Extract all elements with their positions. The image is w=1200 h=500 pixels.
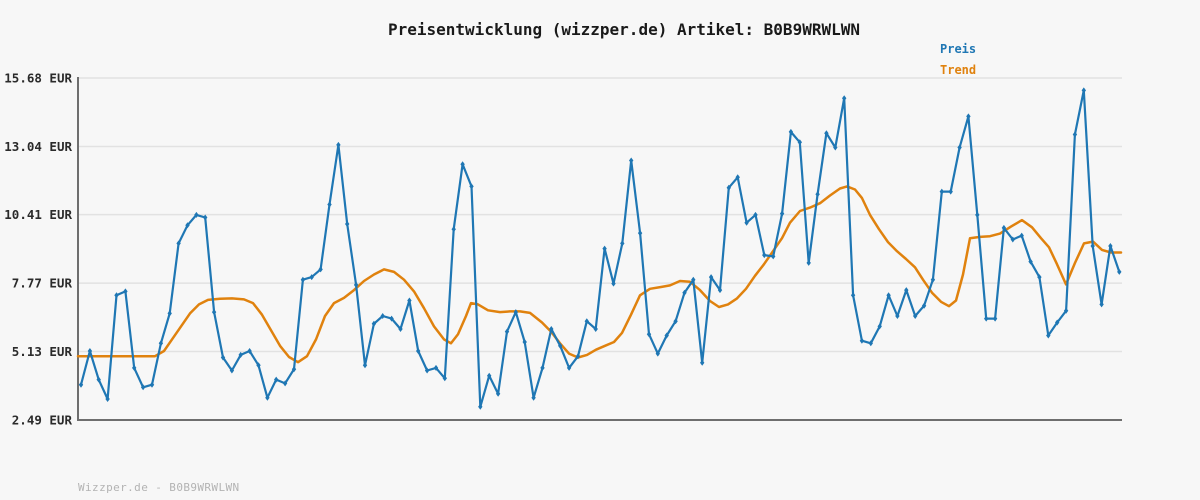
chart-title: Preisentwicklung (wizzper.de) Artikel: B… (387, 20, 860, 39)
preis-line (79, 89, 1121, 408)
y-axis-tick-label: 5.13 EUR (12, 344, 73, 359)
legend-preis-label: Preis (940, 42, 977, 56)
y-axis-tick-label: 13.04 EUR (4, 139, 72, 154)
y-axis-tick-label: 2.49 EUR (12, 413, 73, 428)
watermark: Wizzper.de - B0B9WRWLWN (78, 481, 240, 494)
trend-line (76, 185, 1123, 364)
preis-markers (78, 87, 1122, 410)
y-axis-tick-label: 7.77 EUR (12, 276, 73, 291)
legend-trend-label: Trend (940, 63, 977, 77)
y-axis-tick-label: 10.41 EUR (4, 207, 72, 222)
y-axis-tick-label: 15.68 EUR (4, 71, 72, 86)
legend: Preis Trend (940, 39, 976, 81)
